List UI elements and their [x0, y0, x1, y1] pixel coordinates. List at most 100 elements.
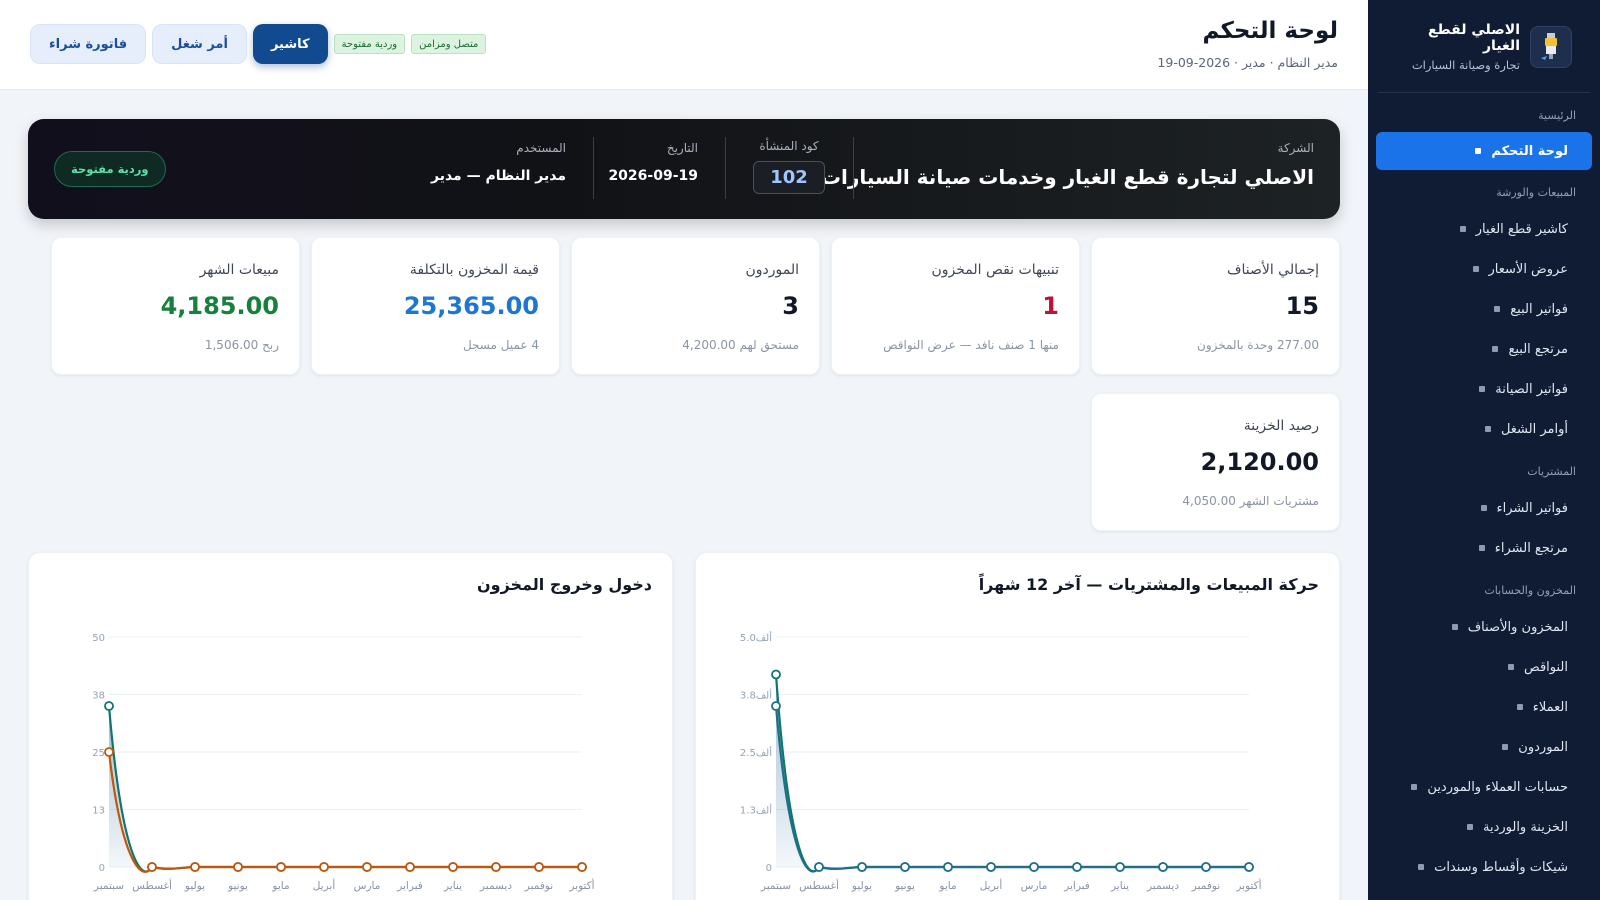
stat-card: قيمة المخزون بالتكلفة 25,365.00 4 عميل مسج…: [311, 237, 560, 375]
purchase-invoice-button[interactable]: فاتورة شراء: [30, 24, 147, 64]
x-tick-label: نوفمبر: [524, 880, 553, 892]
data-point[interactable]: [276, 862, 286, 872]
data-point[interactable]: [491, 862, 501, 872]
sidebar-item[interactable]: النواقص: [1376, 647, 1592, 687]
stat-label: قيمة المخزون بالتكلفة: [409, 262, 539, 278]
company-name: الاصلي لتجارة قطع الغيار وخدمات صيانة ال…: [820, 165, 1314, 189]
date-label: التاريخ: [666, 141, 698, 155]
data-point[interactable]: [1244, 862, 1254, 872]
data-point[interactable]: [771, 669, 781, 680]
y-tick-label: 38: [92, 691, 105, 702]
top-header: لوحة التحكم مدير النظام · مدير · 2026-09…: [0, 0, 1368, 90]
data-point[interactable]: [1201, 862, 1211, 872]
bullet-icon: [1492, 346, 1499, 352]
sidebar-item-label: أوامر الشغل: [1500, 421, 1568, 437]
sidebar-item[interactable]: كاشير قطع الغيار: [1376, 209, 1592, 249]
data-point[interactable]: [986, 862, 996, 872]
data-point[interactable]: [362, 862, 372, 872]
data-point[interactable]: [1072, 862, 1082, 872]
sidebar-item[interactable]: الموردون: [1376, 727, 1592, 767]
x-tick-label: يونيو: [894, 880, 915, 892]
x-tick-label: ديسمبر: [1146, 880, 1179, 892]
data-point[interactable]: [943, 862, 953, 872]
data-point[interactable]: [405, 862, 415, 872]
x-tick-label: مارس: [1021, 880, 1048, 892]
x-tick-label: يوليو: [851, 880, 872, 892]
data-point[interactable]: [771, 701, 781, 711]
data-point[interactable]: [233, 862, 243, 872]
data-point[interactable]: [857, 862, 867, 872]
sidebar-item[interactable]: شيكات وأقساط وسندات: [1376, 847, 1592, 887]
sidebar-section-title: المشتريات: [1527, 465, 1576, 478]
stat-label: تنبيهات نقص المخزون: [931, 262, 1059, 278]
series-line: [107, 705, 582, 873]
data-point[interactable]: [1158, 862, 1168, 872]
data-point[interactable]: [814, 862, 824, 872]
sidebar-item[interactable]: أوامر الشغل: [1376, 409, 1592, 449]
sales-chart-title: حركة المبيعات والمشتريات — آخر 12 شهراً: [978, 575, 1319, 594]
sidebar-item-label: كاشير قطع الغيار: [1475, 221, 1568, 237]
stat-subtext: ربح 1,506.00: [204, 338, 279, 352]
x-tick-label: سبتمبر: [93, 880, 124, 892]
stat-value: 25,365.00: [403, 292, 539, 320]
data-point[interactable]: [448, 862, 458, 872]
data-point[interactable]: [1115, 862, 1125, 872]
stat-subtext: 277.00 وحدة بالمخزون: [1197, 338, 1319, 352]
cashier-button[interactable]: كاشير: [252, 24, 328, 64]
sidebar-item-label: فواتير الشراء: [1496, 500, 1568, 516]
shift-open-pill[interactable]: وردية مفتوحة: [54, 151, 166, 187]
sidebar-item[interactable]: عروض الأسعار: [1376, 249, 1592, 289]
sidebar-item[interactable]: فواتير الشراء: [1376, 488, 1592, 528]
spark-plug-logo-icon: [1530, 26, 1572, 68]
sidebar-item[interactable]: القيود اليومية: [1376, 887, 1592, 900]
bullet-icon: [1502, 744, 1509, 750]
bullet-icon: [1478, 545, 1485, 551]
data-point[interactable]: [534, 862, 544, 872]
user-value: مدير النظام — مدير: [431, 168, 566, 184]
data-point[interactable]: [577, 862, 587, 872]
x-tick-label: أبريل: [980, 878, 1003, 892]
sidebar-item[interactable]: مرتجع الشراء: [1376, 528, 1592, 568]
sidebar-item[interactable]: العملاء: [1376, 687, 1592, 727]
stat-subtext: مستحق لهم 4,200.00: [682, 338, 799, 352]
sidebar-item-label: شيكات وأقساط وسندات: [1434, 859, 1568, 875]
brand-subtitle: تجارة وصيانة السيارات: [1411, 58, 1520, 72]
sidebar-item[interactable]: فواتير البيع: [1376, 289, 1592, 329]
sidebar-item[interactable]: لوحة التحكم: [1376, 132, 1592, 170]
sidebar-item[interactable]: حسابات العملاء والموردين: [1376, 767, 1592, 807]
data-point[interactable]: [1029, 862, 1039, 872]
data-point[interactable]: [147, 862, 157, 872]
y-tick-label: 13: [92, 806, 105, 817]
stock-chart-title: دخول وخروج المخزون: [476, 575, 652, 594]
sidebar-item[interactable]: المخزون والأصناف: [1376, 607, 1592, 647]
bullet-icon: [1411, 784, 1418, 790]
data-point[interactable]: [900, 862, 910, 872]
sidebar-item-label: مرتجع البيع: [1508, 341, 1568, 357]
data-point[interactable]: [104, 747, 114, 757]
sidebar-nav: الرئيسية لوحة التحكم المبيعات والورشة كاشير…: [1368, 109, 1600, 900]
y-tick-label: 0: [766, 863, 772, 874]
sidebar-item-label: الموردون: [1518, 739, 1568, 755]
stat-value: 3: [782, 292, 799, 320]
x-tick-label: أكتوبر: [568, 878, 594, 892]
data-point[interactable]: [190, 862, 200, 872]
sales-purchases-chart-card: حركة المبيعات والمشتريات — آخر 12 شهراً …: [695, 552, 1340, 900]
x-tick-label: يناير: [1110, 880, 1129, 892]
x-tick-label: أغسطس: [132, 878, 172, 892]
series-line: [774, 674, 1249, 873]
sidebar-item[interactable]: الخزينة والوردية: [1376, 807, 1592, 847]
data-point[interactable]: [319, 862, 329, 872]
y-tick-label: 50: [92, 633, 105, 644]
stat-value: 2,120.00: [1200, 448, 1319, 476]
bullet-icon: [1418, 864, 1425, 870]
sidebar-item-label: المخزون والأصناف: [1467, 619, 1568, 635]
data-point[interactable]: [104, 701, 114, 711]
bullet-icon: [1466, 824, 1473, 830]
sidebar-section-title: الرئيسية: [1538, 109, 1576, 122]
sidebar-item[interactable]: فواتير الصيانة: [1376, 369, 1592, 409]
series-line: [774, 705, 1249, 873]
bullet-icon: [1479, 386, 1486, 392]
sidebar-item-label: فواتير الصيانة: [1495, 381, 1568, 397]
work-order-button[interactable]: أمر شغل: [152, 24, 247, 64]
sidebar-item[interactable]: مرتجع البيع: [1376, 329, 1592, 369]
